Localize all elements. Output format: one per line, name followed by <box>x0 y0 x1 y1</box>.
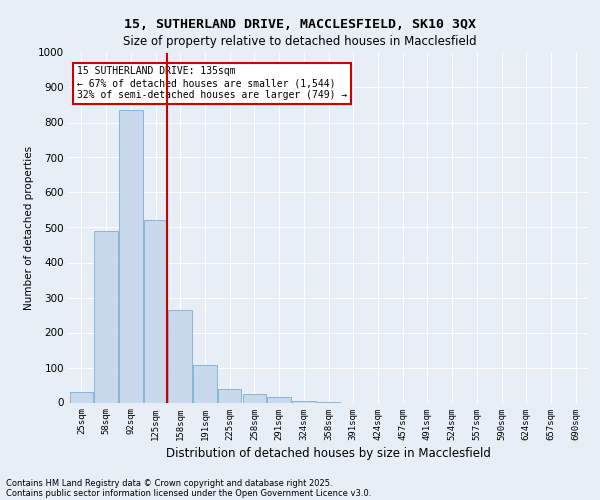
X-axis label: Distribution of detached houses by size in Macclesfield: Distribution of detached houses by size … <box>166 446 491 460</box>
Bar <box>94 231 118 402</box>
Bar <box>193 365 217 403</box>
Bar <box>169 310 192 402</box>
Y-axis label: Number of detached properties: Number of detached properties <box>24 146 34 310</box>
Bar <box>268 397 291 402</box>
Bar <box>119 110 143 403</box>
Bar <box>144 220 167 402</box>
Text: Contains public sector information licensed under the Open Government Licence v3: Contains public sector information licen… <box>6 488 371 498</box>
Text: 15 SUTHERLAND DRIVE: 135sqm
← 67% of detached houses are smaller (1,544)
32% of : 15 SUTHERLAND DRIVE: 135sqm ← 67% of det… <box>77 66 347 100</box>
Bar <box>70 392 93 402</box>
Bar <box>242 394 266 402</box>
Bar <box>218 388 241 402</box>
Text: Size of property relative to detached houses in Macclesfield: Size of property relative to detached ho… <box>123 35 477 48</box>
Text: Contains HM Land Registry data © Crown copyright and database right 2025.: Contains HM Land Registry data © Crown c… <box>6 478 332 488</box>
Bar <box>292 401 316 402</box>
Text: 15, SUTHERLAND DRIVE, MACCLESFIELD, SK10 3QX: 15, SUTHERLAND DRIVE, MACCLESFIELD, SK10… <box>124 18 476 30</box>
